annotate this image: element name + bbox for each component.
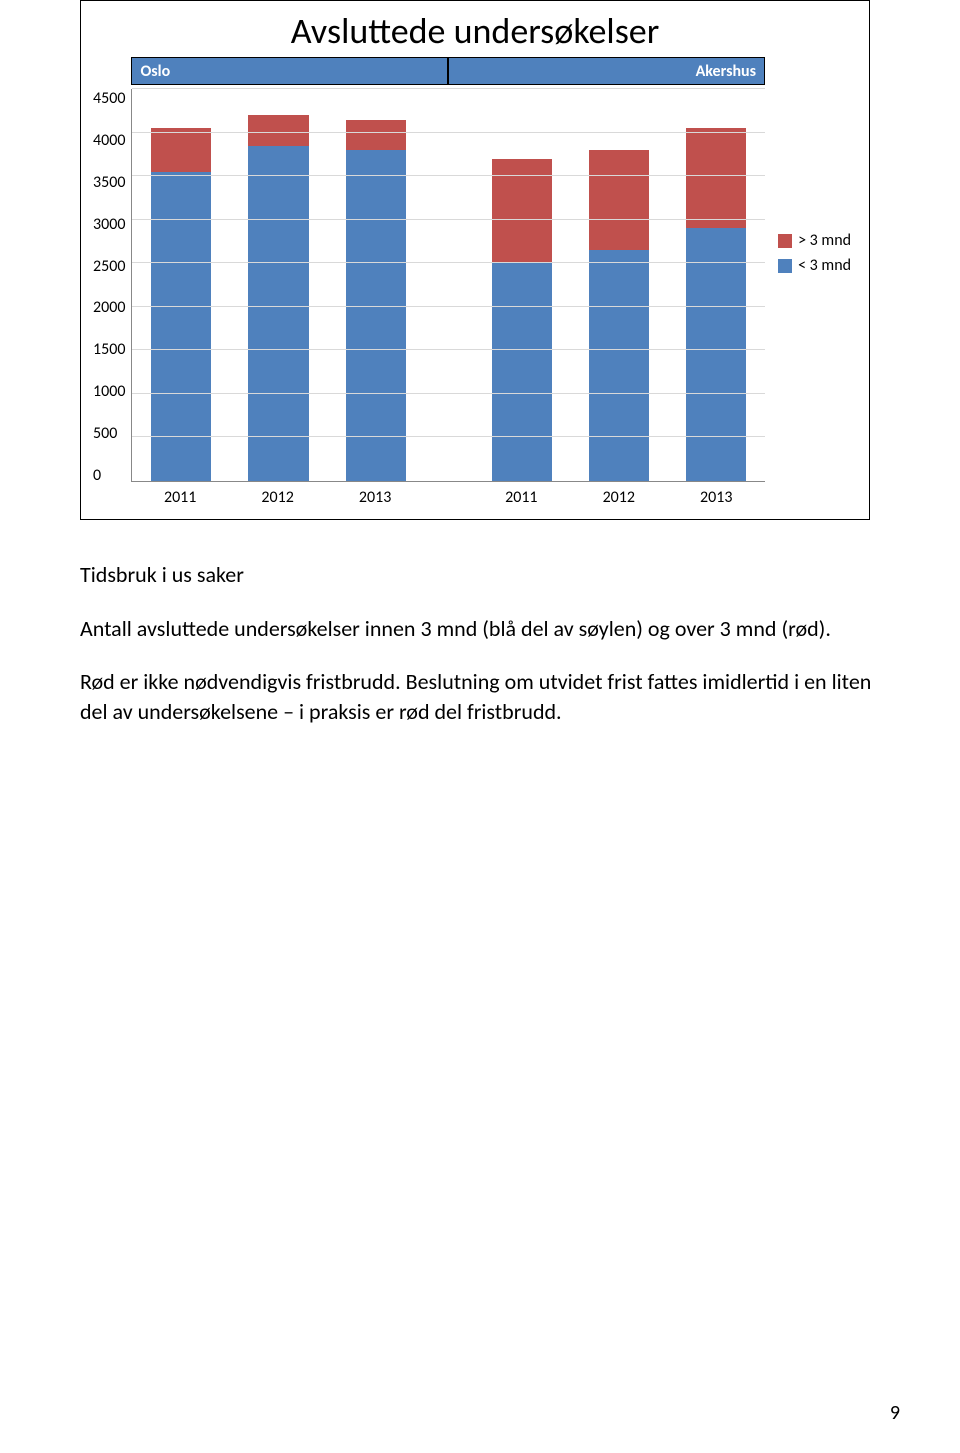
legend-label: > 3 mnd: [798, 231, 851, 250]
chart-legend: > 3 mnd < 3 mnd: [778, 231, 851, 281]
bar-segment-under-3mnd: [248, 146, 308, 481]
plot-area: [131, 89, 765, 482]
y-tick-label: 3500: [93, 173, 125, 192]
legend-swatch-blue-icon: [778, 259, 792, 273]
plot-wrap: Oslo Akershus 201120122013201120122013: [131, 57, 765, 507]
y-tick-label: 3000: [93, 215, 125, 234]
gridline: [132, 306, 765, 307]
y-tick-label: 0: [93, 466, 125, 485]
chart-container: Avsluttede undersøkelser > 3 mnd < 3 mnd…: [80, 0, 870, 520]
page-number: 9: [890, 1401, 900, 1425]
y-tick-label: 1500: [93, 340, 125, 359]
x-tick-label: 2011: [473, 488, 570, 507]
bar-group: [132, 89, 229, 481]
bar-segment-under-3mnd: [346, 150, 406, 481]
section-heading: Tidsbruk i us saker: [80, 560, 900, 590]
legend-spacer: [765, 57, 857, 507]
paragraph-2: Rød er ikke nødvendigvis fristbrudd. Bes…: [80, 667, 900, 726]
chart-body: 4500 4000 3500 3000 2500 2000 1500 1000 500 0 Osl…: [81, 57, 869, 519]
x-tick-label: 2013: [326, 488, 423, 507]
bar-group: [668, 89, 765, 481]
region-oslo: Oslo: [131, 57, 448, 85]
y-tick-label: 2500: [93, 257, 125, 276]
legend-item-over-3mnd: > 3 mnd: [778, 231, 851, 250]
stacked-bar: [589, 89, 649, 481]
gridline: [132, 349, 765, 350]
x-axis: 201120122013201120122013: [131, 482, 765, 507]
region-header: Oslo Akershus: [131, 57, 765, 85]
bar-segment-over-3mnd: [589, 150, 649, 250]
stacked-bar: [151, 89, 211, 481]
paragraph-1: Antall avsluttede undersøkelser innen 3 …: [80, 614, 900, 644]
stacked-bar: [346, 89, 406, 481]
y-tick-label: 4000: [93, 131, 125, 150]
x-tick-label: 2013: [668, 488, 765, 507]
bar-segment-under-3mnd: [492, 263, 552, 481]
bar-segment-over-3mnd: [151, 128, 211, 172]
bar-group: [327, 89, 424, 481]
gridline: [132, 88, 765, 89]
stacked-bar: [248, 89, 308, 481]
bar-segment-over-3mnd: [248, 115, 308, 145]
bar-segment-under-3mnd: [686, 228, 746, 481]
gridline: [132, 262, 765, 263]
y-tick-label: 4500: [93, 89, 125, 108]
bar-segment-under-3mnd: [589, 250, 649, 481]
legend-swatch-red-icon: [778, 234, 792, 248]
legend-item-under-3mnd: < 3 mnd: [778, 256, 851, 275]
bar-segment-over-3mnd: [346, 120, 406, 150]
y-tick-label: 2000: [93, 298, 125, 317]
body-text: Tidsbruk i us saker Antall avsluttede un…: [80, 560, 900, 727]
stacked-bar: [686, 89, 746, 481]
bar-group: [230, 89, 327, 481]
gridline: [132, 219, 765, 220]
bar-group: [473, 89, 570, 481]
y-axis: 4500 4000 3500 3000 2500 2000 1500 1000 500 0: [93, 57, 131, 507]
x-tick-label: 2012: [570, 488, 667, 507]
y-tick-label: 1000: [93, 382, 125, 401]
y-tick-label: 500: [93, 424, 125, 443]
x-tick-label: 2011: [131, 488, 228, 507]
bar-group: [570, 89, 667, 481]
stacked-bar: [492, 89, 552, 481]
region-akershus: Akershus: [448, 57, 765, 85]
bars-layer: [132, 89, 765, 481]
bar-segment-over-3mnd: [686, 128, 746, 228]
gridline: [132, 175, 765, 176]
gridline: [132, 436, 765, 437]
gridline: [132, 132, 765, 133]
x-tick-label: 2012: [229, 488, 326, 507]
page: Avsluttede undersøkelser > 3 mnd < 3 mnd…: [0, 0, 960, 1453]
gridline: [132, 393, 765, 394]
legend-label: < 3 mnd: [798, 256, 851, 275]
chart-title: Avsluttede undersøkelser: [81, 1, 869, 57]
